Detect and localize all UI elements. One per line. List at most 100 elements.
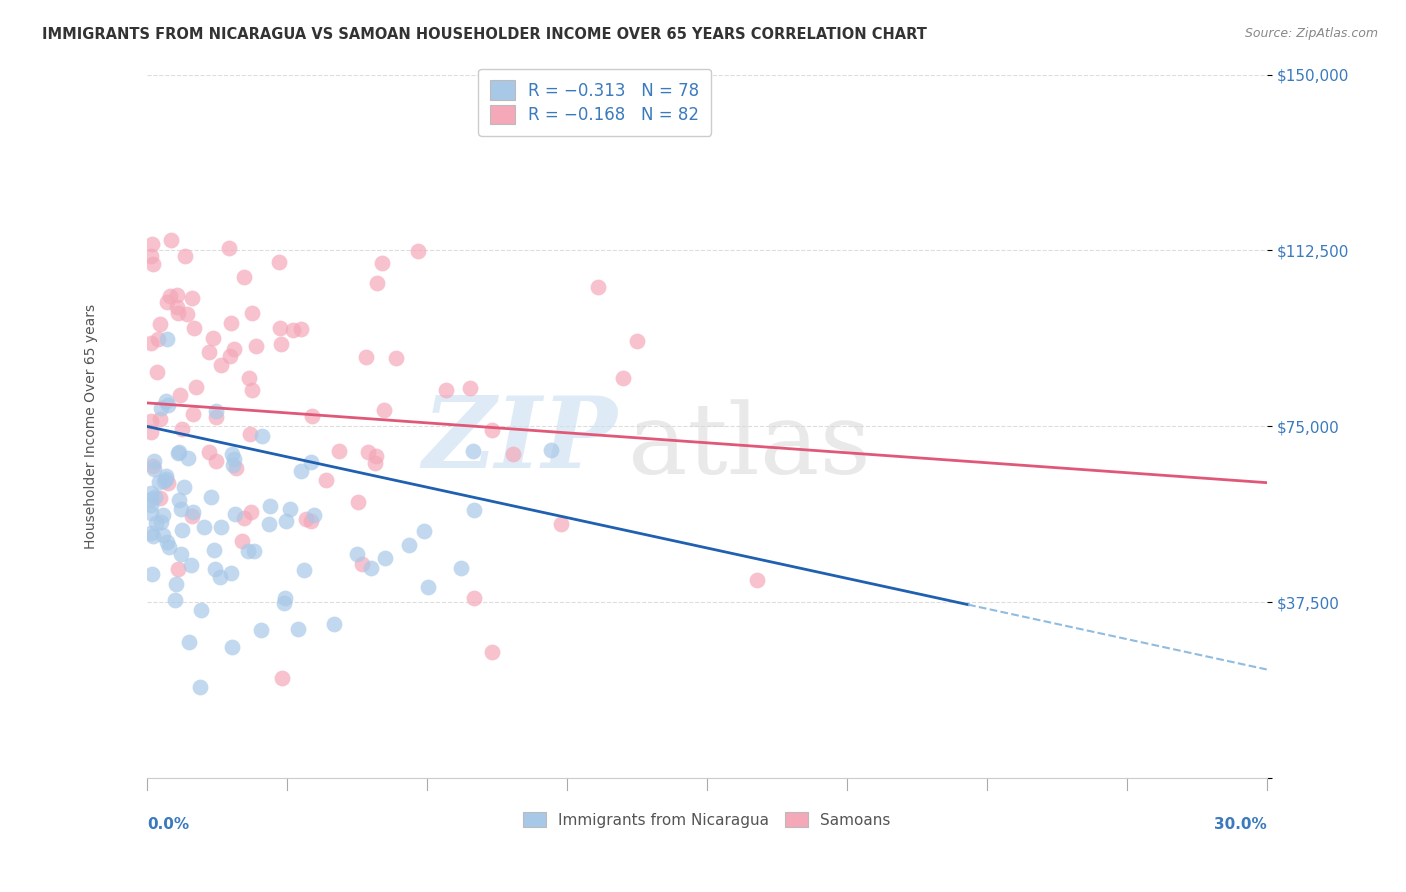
Point xyxy=(139,335,162,350)
Point xyxy=(166,288,188,302)
Point xyxy=(346,495,368,509)
Point xyxy=(167,444,190,458)
Point xyxy=(156,294,179,309)
Point xyxy=(205,404,228,418)
Point xyxy=(148,475,170,489)
Point xyxy=(204,409,226,424)
Point xyxy=(250,429,273,443)
Point xyxy=(323,616,346,631)
Point xyxy=(481,645,503,659)
Point xyxy=(270,337,292,351)
Text: Householder Income Over 65 years: Householder Income Over 65 years xyxy=(84,304,98,549)
Point xyxy=(167,306,190,320)
Point xyxy=(221,458,243,472)
Point xyxy=(301,455,323,469)
Point xyxy=(193,520,215,534)
Point xyxy=(197,345,219,359)
Point xyxy=(239,505,262,519)
Point xyxy=(149,515,172,529)
Point xyxy=(156,332,179,346)
Point xyxy=(143,462,166,476)
Point xyxy=(239,427,262,442)
Point xyxy=(170,523,193,537)
Point xyxy=(224,342,246,356)
Point xyxy=(287,622,309,636)
Point xyxy=(354,350,377,364)
Point xyxy=(222,451,245,466)
Point xyxy=(360,561,382,575)
Point xyxy=(224,507,246,521)
Point xyxy=(157,475,180,490)
Point xyxy=(299,514,322,528)
Point xyxy=(201,331,224,345)
Point xyxy=(302,508,325,522)
Point xyxy=(219,566,242,580)
Point xyxy=(231,533,253,548)
Point xyxy=(398,537,420,551)
Point xyxy=(612,371,634,385)
Text: Source: ZipAtlas.com: Source: ZipAtlas.com xyxy=(1244,27,1378,40)
Point xyxy=(184,380,207,394)
Point xyxy=(232,270,254,285)
Point xyxy=(274,591,297,606)
Point xyxy=(218,241,240,255)
Point xyxy=(142,529,165,543)
Point xyxy=(357,445,380,459)
Point xyxy=(181,505,204,519)
Point xyxy=(204,562,226,576)
Point xyxy=(188,680,211,694)
Point xyxy=(149,318,172,332)
Point xyxy=(406,244,429,259)
Point xyxy=(145,516,167,530)
Point xyxy=(149,491,172,505)
Point xyxy=(166,446,188,460)
Point xyxy=(245,339,267,353)
Point xyxy=(481,424,503,438)
Point xyxy=(290,322,312,336)
Point xyxy=(267,255,290,269)
Point xyxy=(346,547,368,561)
Point xyxy=(181,291,204,305)
Point xyxy=(169,388,191,402)
Point xyxy=(139,506,162,520)
Point xyxy=(173,249,195,263)
Point xyxy=(463,591,485,605)
Point xyxy=(169,502,191,516)
Point xyxy=(197,444,219,458)
Point xyxy=(180,558,202,573)
Point xyxy=(179,635,201,649)
Point xyxy=(243,544,266,558)
Point xyxy=(328,444,350,458)
Text: 30.0%: 30.0% xyxy=(1213,817,1267,832)
Text: 0.0%: 0.0% xyxy=(146,817,188,832)
Point xyxy=(170,547,193,561)
Point xyxy=(142,257,165,271)
Point xyxy=(371,256,394,270)
Point xyxy=(157,541,180,555)
Point xyxy=(155,393,177,408)
Point xyxy=(183,321,205,335)
Point xyxy=(233,511,256,525)
Point xyxy=(202,542,225,557)
Point xyxy=(139,486,162,500)
Point xyxy=(352,558,374,572)
Point xyxy=(173,480,195,494)
Point xyxy=(295,512,318,526)
Text: atlas: atlas xyxy=(628,400,872,495)
Point xyxy=(181,407,204,421)
Point xyxy=(159,289,181,303)
Point xyxy=(434,383,457,397)
Point xyxy=(139,249,162,263)
Point xyxy=(259,499,281,513)
Point xyxy=(240,306,263,320)
Point xyxy=(200,490,222,504)
Point xyxy=(278,502,301,516)
Point xyxy=(139,492,162,507)
Point xyxy=(149,412,172,426)
Point xyxy=(221,640,243,655)
Point xyxy=(167,562,190,576)
Point xyxy=(153,474,176,488)
Point xyxy=(238,544,260,558)
Point xyxy=(156,398,179,412)
Point xyxy=(250,623,273,637)
